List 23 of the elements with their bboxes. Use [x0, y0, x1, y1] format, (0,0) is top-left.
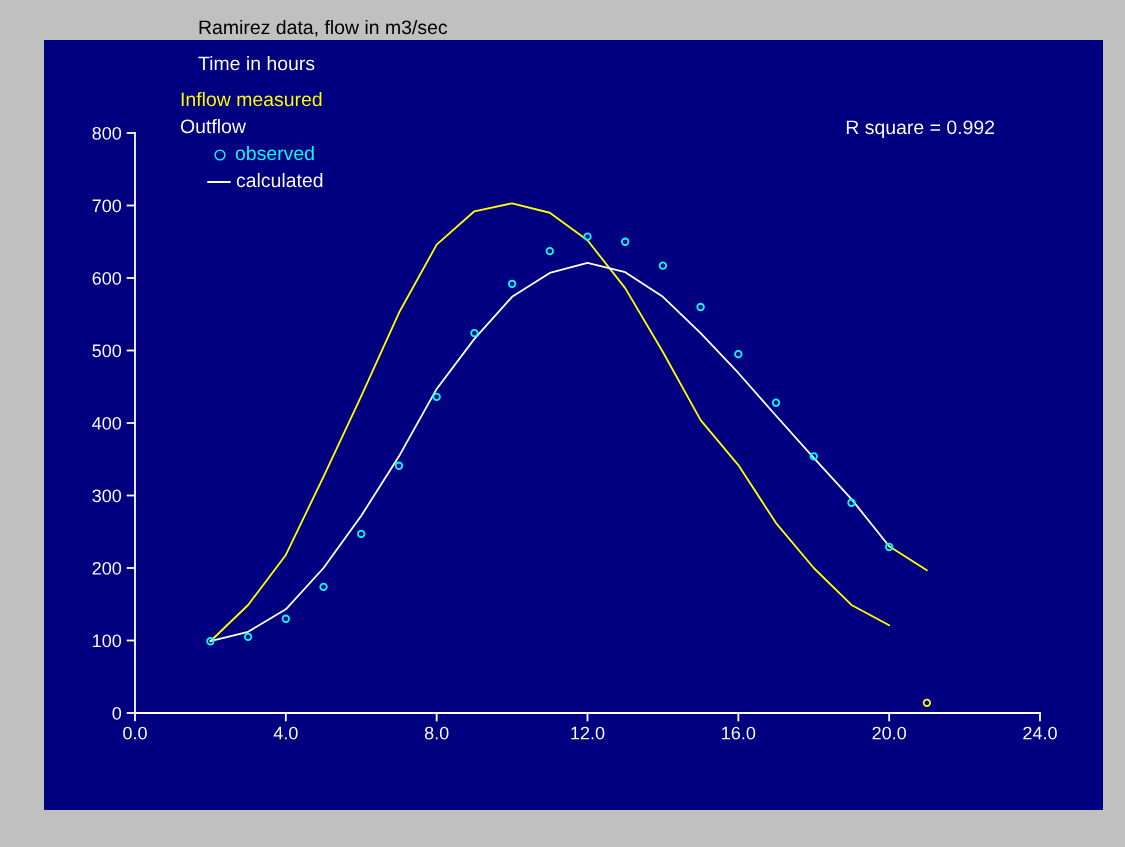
- y-tick-label: 100: [93, 634, 122, 648]
- annotation: R square = 0.992: [846, 120, 995, 139]
- y-tick-label: 600: [92, 271, 122, 285]
- x-tick-label: 12.0: [571, 726, 605, 740]
- legend-title: Outflow: [180, 118, 246, 134]
- legend-label: calculated: [236, 172, 323, 188]
- chart-title: Ramirez data, flow in m3/sec: [199, 19, 448, 37]
- x-tick-label: 24.0: [1023, 726, 1057, 740]
- x-tick-label: 16.0: [722, 726, 756, 740]
- y-tick-label: 500: [92, 344, 122, 358]
- x-axis-title: Time in hours: [198, 56, 315, 71]
- x-tick-label: 4.0: [273, 726, 298, 740]
- y-tick-label: 800: [92, 126, 122, 140]
- legend-label: observed: [235, 145, 314, 161]
- y-tick-label: 0: [112, 706, 122, 720]
- y-tick-label: 400: [92, 416, 122, 430]
- y-tick-label: 700: [92, 199, 122, 213]
- y-tick-label: 200: [92, 561, 122, 575]
- text: Inflow measured: [181, 91, 322, 107]
- x-tick-label: 0.0: [123, 726, 147, 740]
- x-tick-label: 20.0: [872, 726, 907, 740]
- y-tick-label: 300: [92, 489, 122, 503]
- x-tick-label: 8.0: [424, 726, 449, 740]
